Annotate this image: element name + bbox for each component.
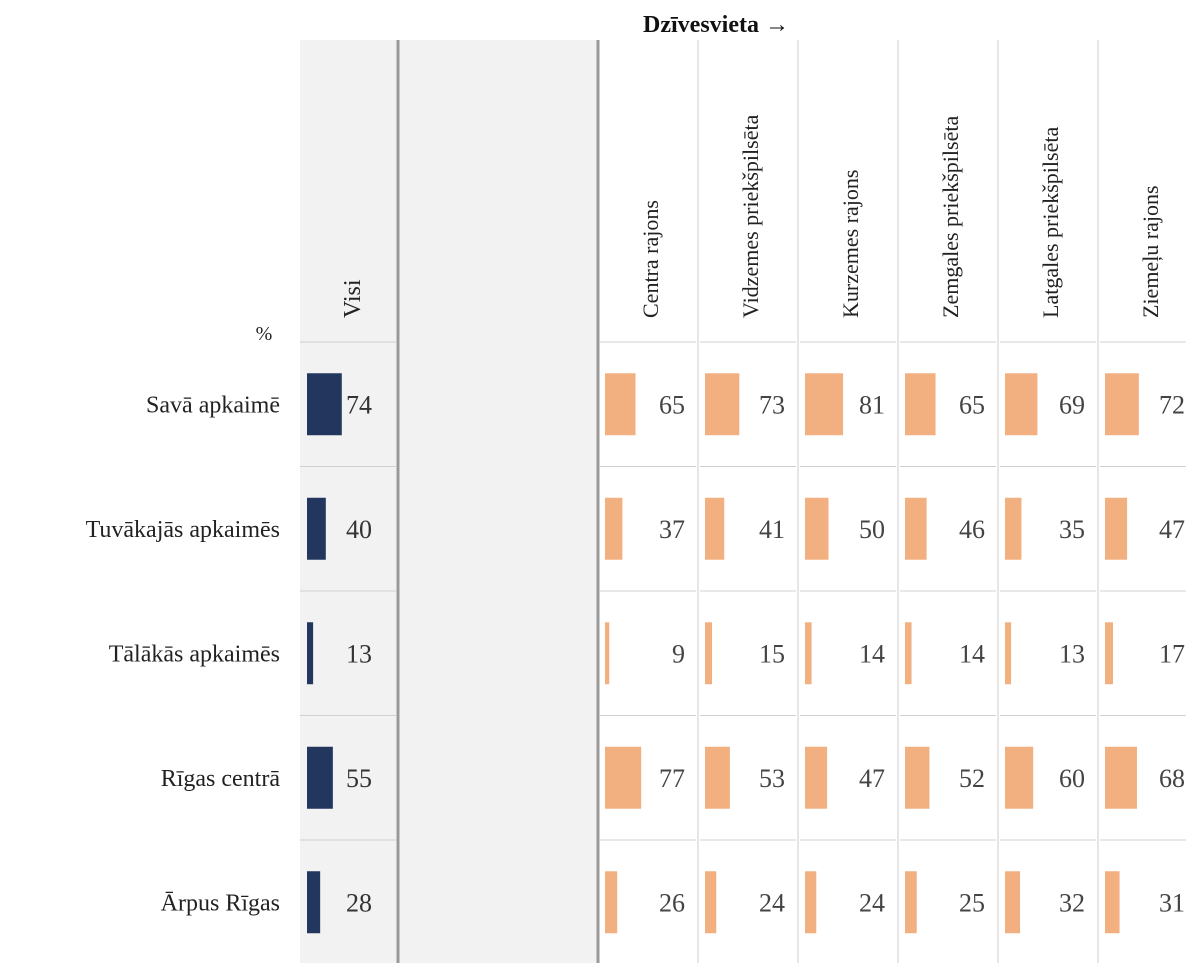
group-bar xyxy=(1005,373,1038,436)
column-header-group: Latgales priekšpilsēta xyxy=(1038,127,1063,318)
group-value-label: 77 xyxy=(659,764,685,793)
group-bar xyxy=(905,622,912,685)
group-bar xyxy=(805,871,817,934)
category-label: Tālākās apkaimēs xyxy=(109,641,280,667)
group-value-label: 65 xyxy=(659,390,685,419)
group-bar xyxy=(905,746,930,809)
group-bar xyxy=(805,622,812,685)
group-value-label: 41 xyxy=(759,515,785,544)
total-value-label: 55 xyxy=(346,764,372,793)
group-bar xyxy=(1005,746,1034,809)
group-bar xyxy=(705,746,730,809)
total-panel-background xyxy=(300,40,598,963)
total-value-label: 40 xyxy=(346,515,372,544)
total-bar xyxy=(307,497,326,560)
category-label: Rīgas centrā xyxy=(161,766,281,792)
group-bar xyxy=(905,497,927,560)
column-header-group: Zemgales priekšpilsēta xyxy=(938,116,963,318)
group-bar xyxy=(1105,497,1128,560)
group-value-label: 50 xyxy=(859,515,885,544)
column-header-group: Vidzemes priekšpilsēta xyxy=(738,114,763,318)
category-label: Ārpus Rīgas xyxy=(161,890,280,916)
group-bar xyxy=(805,497,829,560)
unit-label: % xyxy=(256,323,273,345)
group-bar xyxy=(605,622,610,685)
group-bar xyxy=(1105,373,1139,436)
group-value-label: 53 xyxy=(759,764,785,793)
group-bar xyxy=(1105,871,1120,934)
group-bar xyxy=(905,373,936,436)
column-header-total: Visi xyxy=(340,279,366,318)
group-bar xyxy=(1005,622,1012,685)
column-header-group: Ziemeļu rajons xyxy=(1138,185,1163,318)
group-value-label: 15 xyxy=(759,639,785,668)
group-bar xyxy=(1105,746,1137,809)
group-bar xyxy=(705,497,725,560)
group-bar xyxy=(905,871,917,934)
group-value-label: 37 xyxy=(659,515,685,544)
group-value-label: 81 xyxy=(859,390,885,419)
group-value-label: 24 xyxy=(759,888,785,917)
group-value-label: 69 xyxy=(1059,390,1085,419)
group-value-label: 68 xyxy=(1159,764,1185,793)
group-bar xyxy=(705,373,740,436)
group-value-label: 24 xyxy=(859,888,885,917)
group-bar xyxy=(1005,871,1021,934)
group-bar xyxy=(1005,497,1022,560)
group-bar xyxy=(605,746,642,809)
group-bar xyxy=(705,622,713,685)
group-value-label: 73 xyxy=(759,390,785,419)
total-value-label: 74 xyxy=(346,390,372,419)
group-value-label: 31 xyxy=(1159,888,1185,917)
column-header-group: Centra rajons xyxy=(638,200,663,318)
group-value-label: 47 xyxy=(1159,515,1185,544)
total-bar xyxy=(307,622,314,685)
total-value-label: 13 xyxy=(346,639,372,668)
group-bar xyxy=(805,746,828,809)
group-bar xyxy=(705,871,717,934)
total-bar xyxy=(307,373,342,436)
group-value-label: 35 xyxy=(1059,515,1085,544)
total-bar xyxy=(307,746,333,809)
group-value-label: 52 xyxy=(959,764,985,793)
group-bar xyxy=(605,871,618,934)
group-value-label: 46 xyxy=(959,515,985,544)
group-value-label: 26 xyxy=(659,888,685,917)
group-value-label: 25 xyxy=(959,888,985,917)
group-value-label: 65 xyxy=(959,390,985,419)
group-value-label: 9 xyxy=(672,639,685,668)
column-header-group: Kurzemes rajons xyxy=(838,170,863,318)
group-bar xyxy=(805,373,844,436)
group-value-label: 14 xyxy=(859,639,885,668)
total-bar xyxy=(307,871,321,934)
group-value-label: 17 xyxy=(1159,639,1185,668)
group-value-label: 72 xyxy=(1159,390,1185,419)
chart-title: Dzīvesvieta → xyxy=(643,12,789,38)
category-label: Savā apkaimē xyxy=(146,392,280,418)
total-value-label: 28 xyxy=(346,888,372,917)
group-value-label: 60 xyxy=(1059,764,1085,793)
group-value-label: 13 xyxy=(1059,639,1085,668)
group-bar xyxy=(605,373,636,436)
group-value-label: 14 xyxy=(959,639,985,668)
group-bar xyxy=(605,497,623,560)
group-bar xyxy=(1105,622,1113,685)
group-value-label: 47 xyxy=(859,764,885,793)
group-value-label: 32 xyxy=(1059,888,1085,917)
category-label: Tuvākajās apkaimēs xyxy=(86,517,280,543)
